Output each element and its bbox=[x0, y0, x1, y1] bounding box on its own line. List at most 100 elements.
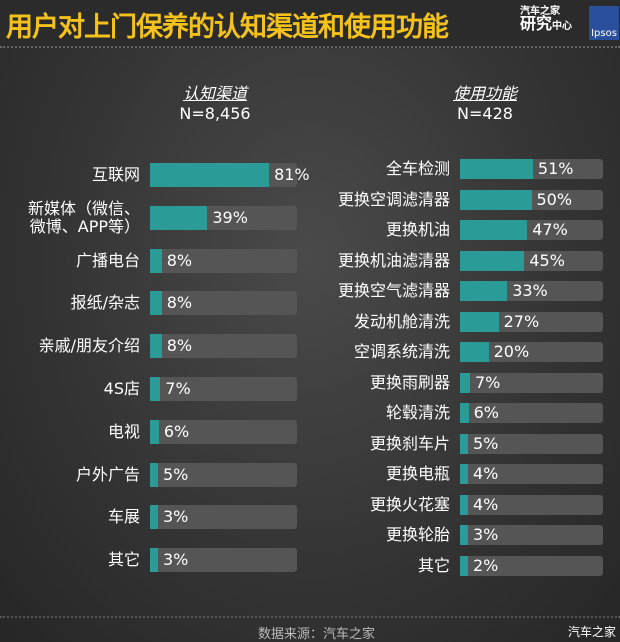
category-label: 4S店 bbox=[103, 379, 140, 398]
category-label: 车展 bbox=[107, 507, 140, 527]
data-label: 3% bbox=[163, 507, 189, 527]
bar-track bbox=[460, 403, 603, 423]
bar-track bbox=[460, 189, 603, 210]
bar bbox=[460, 159, 533, 179]
category-label: 更换空气滤清器 bbox=[337, 281, 450, 300]
data-label: 47% bbox=[532, 220, 568, 239]
ipsos-logo: Ipsos bbox=[589, 6, 619, 40]
bar bbox=[460, 494, 468, 515]
data-label: 4% bbox=[473, 494, 499, 514]
bar-track bbox=[460, 525, 603, 545]
right-chart-header: 使用功能 N=428 bbox=[410, 80, 560, 123]
category-label: 轮毂清洗 bbox=[385, 403, 450, 422]
category-label: 更换火花塞 bbox=[369, 494, 450, 514]
bar-track bbox=[150, 205, 297, 230]
data-label: 4% bbox=[473, 464, 499, 483]
bar bbox=[460, 464, 468, 484]
category-label: 更换机油 bbox=[385, 220, 450, 239]
data-label: 3% bbox=[163, 550, 189, 570]
bar bbox=[460, 342, 489, 362]
page-title: 用户对上门保养的认知渠道和使用功能 bbox=[6, 12, 449, 43]
data-label: 6% bbox=[473, 403, 499, 422]
category-label: 户外广告 bbox=[75, 464, 140, 484]
bar-track bbox=[460, 464, 603, 484]
data-label: 20% bbox=[493, 342, 530, 361]
category-label: 互联网 bbox=[91, 165, 140, 184]
bar-track bbox=[460, 159, 603, 179]
category-label: 新媒体（微信、 微博、APP等） bbox=[27, 198, 140, 236]
category-label: 空调系统清洗 bbox=[353, 342, 450, 361]
bar-track bbox=[460, 555, 603, 576]
bar-track bbox=[150, 505, 297, 530]
data-label: 33% bbox=[512, 281, 548, 300]
data-label: 81% bbox=[274, 165, 310, 184]
category-label: 全车检测 bbox=[385, 159, 450, 178]
bar-track bbox=[460, 220, 603, 240]
category-label: 更换雨刷器 bbox=[369, 372, 450, 392]
right-chart-title: 使用功能 bbox=[452, 84, 517, 103]
data-label: 5% bbox=[163, 464, 189, 484]
header-bar: 用户对上门保养的认知渠道和使用功能 汽车之家 研究中心 Ipsos bbox=[0, 0, 620, 48]
data-label: 3% bbox=[473, 525, 499, 544]
bar-track bbox=[150, 248, 297, 273]
category-label: 电视 bbox=[107, 421, 140, 441]
category-label: 广播电台 bbox=[75, 250, 140, 270]
logo-text-big: 研究 bbox=[520, 14, 553, 33]
category-label: 报纸/杂志 bbox=[70, 293, 140, 313]
bar-track bbox=[460, 372, 603, 393]
left-chart-header: 认知渠道 N=8,456 bbox=[140, 80, 290, 123]
data-label: 5% bbox=[473, 433, 499, 453]
category-label: 其它 bbox=[107, 550, 140, 570]
bar bbox=[460, 250, 525, 271]
category-label: 更换电瓶 bbox=[385, 464, 450, 483]
data-label: 27% bbox=[503, 311, 540, 331]
bar-track bbox=[460, 494, 603, 515]
category-label: 更换轮胎 bbox=[385, 525, 450, 544]
logo-text-small: 中心 bbox=[552, 21, 573, 32]
bar-track bbox=[150, 291, 297, 316]
footer-divider bbox=[0, 616, 620, 618]
logo-text-top: 汽车之家 bbox=[520, 6, 560, 17]
bar bbox=[150, 505, 158, 530]
data-label: 8% bbox=[166, 336, 193, 356]
bar-track bbox=[460, 433, 603, 454]
data-label: 51% bbox=[537, 159, 574, 178]
data-source: 数据来源：汽车之家 bbox=[258, 627, 376, 642]
bar-track bbox=[150, 163, 297, 187]
category-label: 亲戚/朋友介绍 bbox=[38, 336, 140, 356]
bar bbox=[460, 189, 532, 210]
category-label: 发动机舱清洗 bbox=[353, 311, 450, 331]
data-label: 39% bbox=[212, 207, 248, 227]
bar bbox=[460, 433, 468, 454]
bar bbox=[460, 220, 528, 240]
autohome-research-logo: 汽车之家 研究中心 bbox=[520, 6, 572, 33]
bar-track bbox=[150, 419, 297, 444]
bar-track bbox=[150, 462, 297, 487]
data-label: 8% bbox=[166, 293, 193, 313]
bar bbox=[460, 372, 470, 393]
bar bbox=[460, 311, 499, 332]
bar bbox=[460, 555, 468, 576]
bar bbox=[150, 334, 162, 359]
data-label: 8% bbox=[166, 250, 193, 270]
bar-track bbox=[150, 377, 297, 401]
bar bbox=[150, 377, 161, 401]
bar-track bbox=[150, 548, 297, 573]
data-label: 45% bbox=[529, 250, 565, 270]
category-label: 其它 bbox=[417, 555, 450, 575]
category-label: 更换空调滤清器 bbox=[337, 189, 450, 209]
bar bbox=[150, 291, 162, 316]
bar-track bbox=[460, 250, 603, 271]
category-label: 更换机油滤清器 bbox=[337, 250, 450, 270]
right-chart-sample: N=428 bbox=[457, 104, 513, 123]
bar-track bbox=[150, 334, 297, 359]
bar-track bbox=[460, 342, 603, 362]
bar-track bbox=[460, 311, 603, 332]
bar bbox=[460, 281, 508, 301]
bar bbox=[150, 462, 158, 487]
left-chart-title: 认知渠道 bbox=[182, 84, 247, 103]
data-label: 50% bbox=[536, 189, 573, 209]
bar bbox=[150, 163, 270, 187]
left-chart-sample: N=8,456 bbox=[179, 104, 251, 123]
